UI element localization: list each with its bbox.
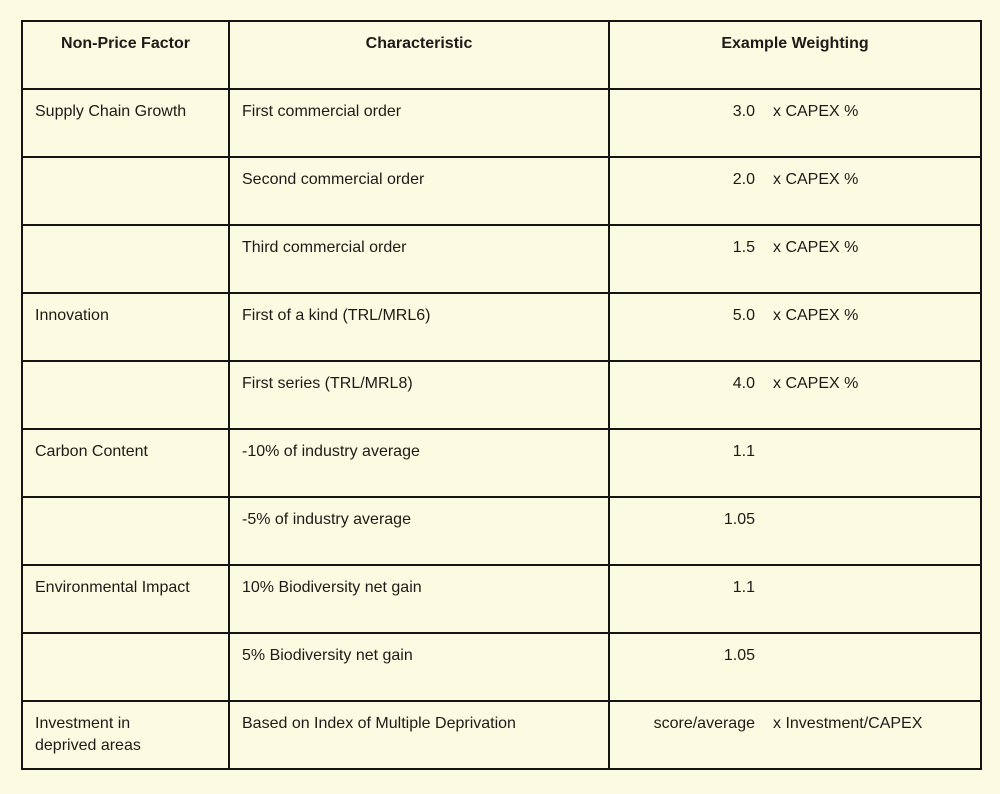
- weighting-cell: 1.1: [608, 564, 982, 634]
- characteristic-label: Based on Index of Multiple Deprivation: [242, 715, 516, 732]
- weighting-cell: 2.0 x CAPEX %: [608, 156, 982, 226]
- characteristic-label: -5% of industry average: [242, 511, 411, 528]
- factor-cell: Environmental Impact: [21, 564, 230, 634]
- weight-unit: [755, 441, 773, 463]
- factor-cell: [21, 224, 230, 294]
- column-header-example-weighting: Example Weighting: [608, 20, 982, 90]
- weighting-cell: score/average x Investment/CAPEX: [608, 700, 982, 770]
- characteristic-label: First of a kind (TRL/MRL6): [242, 307, 431, 324]
- characteristic-cell: -10% of industry average: [228, 428, 610, 498]
- characteristic-label: 10% Biodiversity net gain: [242, 579, 422, 596]
- table-row: First series (TRL/MRL8) 4.0 x CAPEX %: [21, 360, 982, 430]
- weight-unit: x CAPEX %: [773, 307, 859, 324]
- characteristic-label: Third commercial order: [242, 239, 407, 256]
- header-row: Non-Price Factor Characteristic Example …: [21, 20, 982, 90]
- characteristic-cell: 10% Biodiversity net gain: [228, 564, 610, 634]
- weight-value: 5.0: [732, 307, 755, 324]
- weight-unit: x CAPEX %: [773, 375, 859, 392]
- weighting-content: 1.1: [611, 441, 979, 463]
- characteristic-cell: Third commercial order: [228, 224, 610, 294]
- weighting-cell: 1.05: [608, 632, 982, 702]
- weighting-content: 1.5 x CAPEX %: [611, 237, 979, 259]
- characteristic-cell: First commercial order: [228, 88, 610, 158]
- factor-cell: [21, 156, 230, 226]
- table-row: -5% of industry average 1.05: [21, 496, 982, 566]
- characteristic-cell: First series (TRL/MRL8): [228, 360, 610, 430]
- characteristic-label: 5% Biodiversity net gain: [242, 647, 413, 664]
- table-row: Third commercial order 1.5 x CAPEX %: [21, 224, 982, 294]
- weight-value: 3.0: [732, 103, 755, 120]
- weighting-content: 1.05: [611, 645, 979, 667]
- weight-value: 4.0: [732, 375, 755, 392]
- factor-label: Innovation: [35, 307, 109, 324]
- weight-value: 1.05: [723, 511, 755, 528]
- factor-label: Environmental Impact: [35, 579, 190, 596]
- factor-cell: [21, 360, 230, 430]
- weight-value: 1.1: [732, 579, 755, 596]
- weighting-content: 4.0 x CAPEX %: [611, 373, 979, 395]
- weight-unit: [755, 577, 773, 599]
- weighting-content: score/average x Investment/CAPEX: [611, 713, 979, 735]
- weight-unit: x CAPEX %: [773, 171, 859, 188]
- weight-value: 1.5: [732, 239, 755, 256]
- table-row: Innovation First of a kind (TRL/MRL6) 5.…: [21, 292, 982, 362]
- weighting-cell: 1.1: [608, 428, 982, 498]
- weighting-cell: 1.5 x CAPEX %: [608, 224, 982, 294]
- characteristic-cell: First of a kind (TRL/MRL6): [228, 292, 610, 362]
- characteristic-cell: -5% of industry average: [228, 496, 610, 566]
- weighting-cell: 1.05: [608, 496, 982, 566]
- table-row: Investment in deprived areas Based on In…: [21, 700, 982, 770]
- weight-value: 1.1: [732, 443, 755, 460]
- weighting-content: 1.05: [611, 509, 979, 531]
- table-row: Environmental Impact 10% Biodiversity ne…: [21, 564, 982, 634]
- weight-value: score/average: [653, 715, 755, 732]
- weighting-content: 1.1: [611, 577, 979, 599]
- weight-unit: x Investment/CAPEX: [773, 715, 923, 732]
- factor-cell: [21, 496, 230, 566]
- table-row: Second commercial order 2.0 x CAPEX %: [21, 156, 982, 226]
- factor-label: Carbon Content: [35, 443, 148, 460]
- weight-unit: x CAPEX %: [773, 239, 859, 256]
- weighting-content: 2.0 x CAPEX %: [611, 169, 979, 191]
- factor-label: Investment in deprived areas: [35, 715, 141, 754]
- factor-cell: Innovation: [21, 292, 230, 362]
- table-row: 5% Biodiversity net gain 1.05: [21, 632, 982, 702]
- weighting-cell: 5.0 x CAPEX %: [608, 292, 982, 362]
- factor-cell: Carbon Content: [21, 428, 230, 498]
- characteristic-cell: Second commercial order: [228, 156, 610, 226]
- weight-unit: [755, 509, 773, 531]
- factor-label: Supply Chain Growth: [35, 103, 187, 120]
- weighting-content: 5.0 x CAPEX %: [611, 305, 979, 327]
- characteristic-label: First series (TRL/MRL8): [242, 375, 413, 392]
- weight-value: 2.0: [732, 171, 755, 188]
- table-row: Supply Chain Growth First commercial ord…: [21, 88, 982, 158]
- weight-unit: x CAPEX %: [773, 103, 859, 120]
- weight-unit: [755, 645, 773, 667]
- characteristic-label: -10% of industry average: [242, 443, 420, 460]
- factor-cell: [21, 632, 230, 702]
- characteristic-cell: 5% Biodiversity net gain: [228, 632, 610, 702]
- column-header-characteristic: Characteristic: [228, 20, 610, 90]
- characteristic-label: First commercial order: [242, 103, 402, 120]
- non-price-factor-table: Non-Price Factor Characteristic Example …: [21, 20, 982, 770]
- characteristic-label: Second commercial order: [242, 171, 425, 188]
- table-row: Carbon Content -10% of industry average …: [21, 428, 982, 498]
- weighting-cell: 4.0 x CAPEX %: [608, 360, 982, 430]
- factor-cell: Supply Chain Growth: [21, 88, 230, 158]
- weighting-content: 3.0 x CAPEX %: [611, 101, 979, 123]
- characteristic-cell: Based on Index of Multiple Deprivation: [228, 700, 610, 770]
- column-header-non-price-factor: Non-Price Factor: [21, 20, 230, 90]
- weighting-cell: 3.0 x CAPEX %: [608, 88, 982, 158]
- factor-cell: Investment in deprived areas: [21, 700, 230, 770]
- weight-value: 1.05: [723, 647, 755, 664]
